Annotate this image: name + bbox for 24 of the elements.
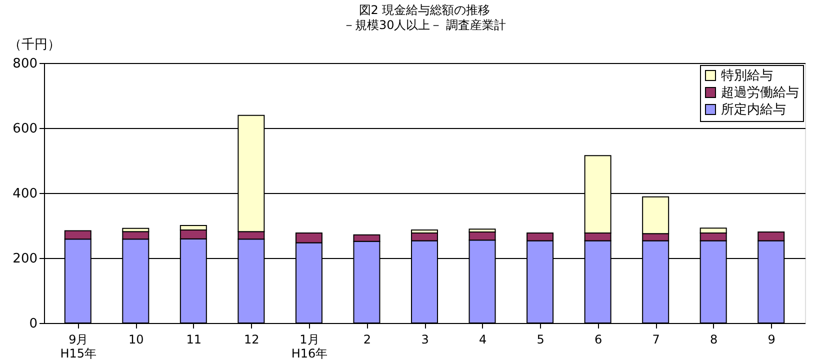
chart-subtitle: －規模30人以上－ 調査産業計 (342, 18, 506, 32)
y-tick-label: 0 (29, 316, 38, 332)
y-tick-label: 600 (12, 122, 38, 136)
x-tick-label: 4 (478, 332, 487, 346)
chart-title: 図2 現金給与総額の推移 (358, 3, 490, 17)
legend-label: 特別給与 (721, 68, 773, 84)
x-tick-label: 9 (768, 332, 776, 346)
x-tick-label: 8 (710, 332, 718, 346)
x-tick-label: 5 (536, 332, 544, 346)
x-tick-label: 11 (186, 332, 202, 346)
x-tick-label: 10 (128, 332, 144, 346)
y-tick-label: 400 (12, 186, 38, 202)
legend-label: 超過労働給与 (721, 86, 799, 100)
x-tick-label: 9月 H15年 (60, 332, 97, 360)
legend-label: 所定内給与 (721, 102, 786, 118)
x-tick-label: 1月 H16年 (291, 332, 328, 360)
x-tick-label: 2 (363, 332, 372, 346)
x-tick-label: 6 (594, 332, 602, 346)
x-tick-label: 7 (652, 332, 660, 346)
x-tick-label: 12 (244, 332, 260, 346)
x-tick-label: 3 (421, 332, 429, 346)
y-tick-label: 200 (12, 252, 38, 266)
y-axis-title: （千円） (8, 38, 60, 52)
y-tick-label: 800 (12, 56, 38, 72)
